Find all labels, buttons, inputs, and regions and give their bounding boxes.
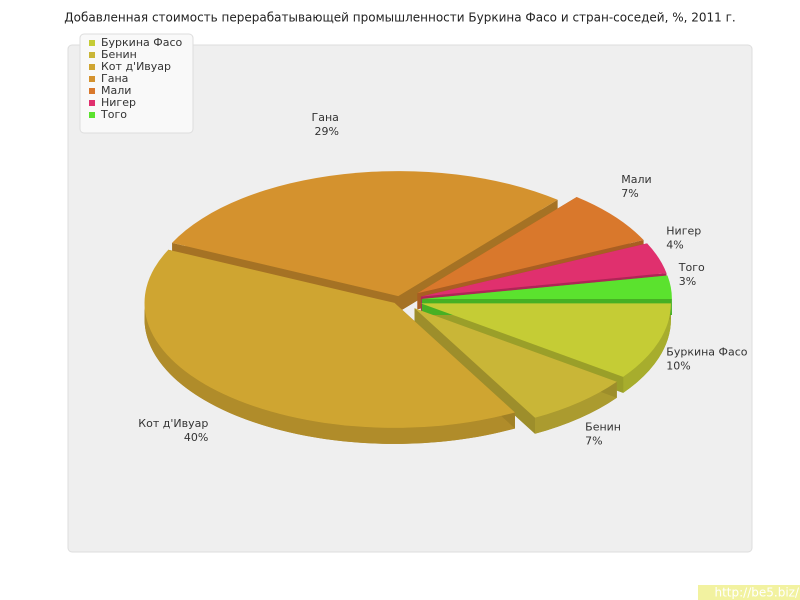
data-label-name: Кот д'Ивуар: [138, 417, 208, 430]
slice: [414, 308, 617, 418]
legend-label: Мали: [101, 84, 131, 97]
legend-marker: [89, 52, 95, 58]
slice-edge: [414, 308, 535, 434]
data-label-value: 7%: [585, 435, 602, 448]
watermark: http://be5.biz/: [714, 586, 799, 600]
legend-marker: [89, 88, 95, 94]
slice-wall: [623, 303, 671, 393]
slice: [421, 275, 672, 299]
data-label-name: Того: [678, 261, 705, 274]
data-label-name: Мали: [621, 173, 651, 186]
data-label-value: 3%: [679, 275, 696, 288]
slice: [420, 303, 671, 377]
slice-wall: [534, 381, 617, 434]
legend-label: Того: [100, 108, 127, 121]
data-label-value: 7%: [621, 187, 638, 200]
legend-label: Кот д'Ивуар: [101, 60, 171, 73]
legend-label: Гана: [101, 72, 128, 85]
legend-marker: [89, 100, 95, 106]
data-label-value: 4%: [666, 238, 683, 251]
watermark-bg: [698, 585, 800, 600]
data-label-value: 10%: [666, 360, 690, 373]
legend-marker: [89, 64, 95, 70]
data-label-value: 29%: [314, 125, 338, 138]
slice: [417, 196, 644, 294]
slice: [144, 249, 515, 428]
data-label-name: Гана: [312, 111, 339, 124]
data-label-value: 40%: [184, 431, 208, 444]
data-label-name: Нигер: [666, 224, 701, 237]
legend: [79, 33, 194, 134]
legend-label: Нигер: [101, 96, 136, 109]
legend-label: Буркина Фасо: [101, 36, 183, 49]
slice: [172, 171, 558, 297]
slice-tops: [144, 171, 672, 428]
legend-marker: [89, 76, 95, 82]
slice: [420, 243, 667, 297]
data-label-name: Бенин: [585, 421, 621, 434]
legend-marker: [89, 40, 95, 46]
legend-marker: [89, 112, 95, 118]
chart-title: Добавленная стоимость перерабатывающей п…: [64, 11, 735, 25]
data-label-name: Буркина Фасо: [666, 346, 748, 359]
legend-label: Бенин: [101, 48, 137, 61]
slice-wall: [144, 302, 515, 444]
